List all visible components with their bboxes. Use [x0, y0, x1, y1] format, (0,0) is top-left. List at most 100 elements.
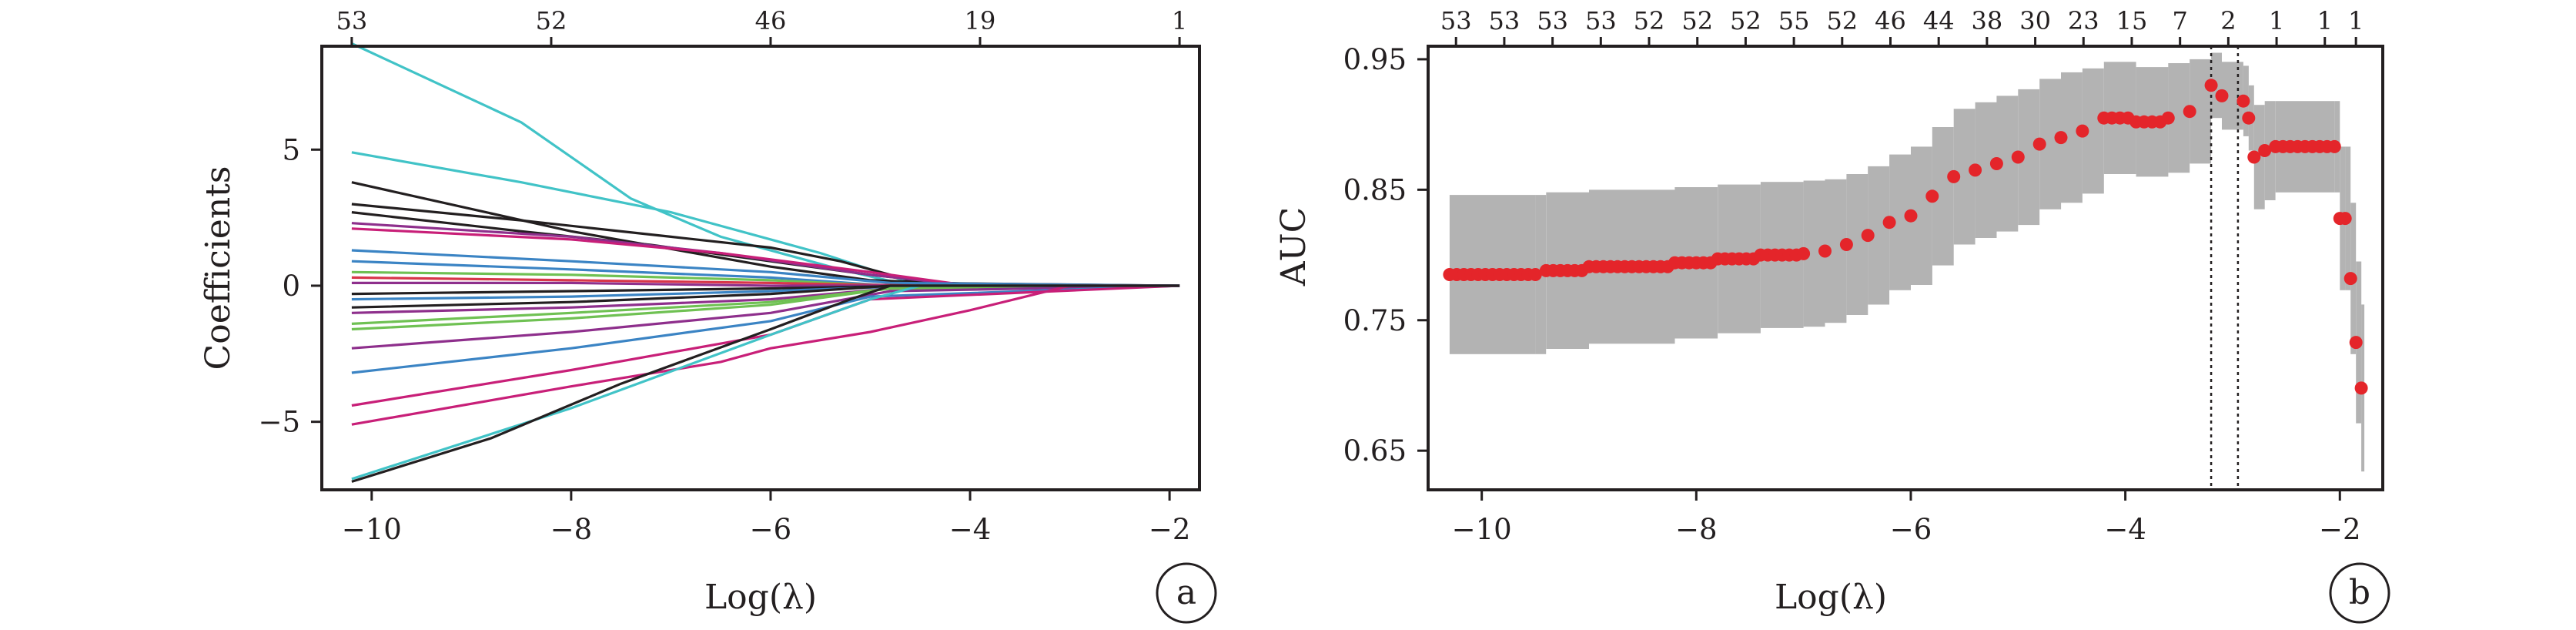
top-tick-label: 46	[1875, 6, 1906, 35]
panel-label-circle	[2329, 562, 2390, 624]
x-axis-ticks: −10 −8 −6 −4 −2	[1452, 490, 2361, 546]
coefficient-path-19	[351, 284, 1180, 350]
auc-point	[2204, 79, 2218, 92]
x-tick-label: −6	[750, 513, 792, 546]
auc-point-group	[1443, 79, 2368, 395]
top-axis-ticks: 53 53 53 53 52 52 52 55 52 46 44 38 30 23 15 7 2 1 1 1	[1440, 6, 2364, 46]
top-tick-label: 38	[1972, 6, 2003, 35]
coefficient-path-group	[351, 42, 1180, 483]
y-tick-label: 0.75	[1343, 304, 1407, 337]
auc-point	[2349, 336, 2363, 350]
top-tick-label: 15	[2116, 6, 2148, 35]
y-axis-ticks: 5 0 −5	[258, 133, 322, 439]
coefficient-path-23	[351, 284, 1180, 481]
x-tick-label: −6	[1890, 513, 1932, 546]
auc-point	[2242, 111, 2256, 125]
auc-point	[1947, 169, 1961, 183]
top-tick-label: 52	[1826, 6, 1858, 35]
auc-point	[2183, 105, 2196, 119]
top-tick-label: 1	[2317, 6, 2333, 35]
x-tick-label: −8	[1675, 513, 1718, 546]
auc-point	[1861, 229, 1875, 243]
y-tick-label: 0.85	[1343, 173, 1407, 206]
auc-point	[1969, 163, 1982, 177]
x-tick-label: −2	[2319, 513, 2361, 546]
x-tick-label: −4	[2104, 513, 2146, 546]
auc-point	[2215, 89, 2229, 102]
auc-point	[2011, 150, 2025, 164]
auc-point	[2161, 111, 2175, 125]
top-tick-label: 52	[1634, 6, 1665, 35]
coefficient-path-24	[351, 284, 1180, 483]
top-axis-ticks: 53 52 46 19 1	[336, 6, 1187, 46]
auc-panel: −10 −8 −6 −4 −2 0.95 0.85 0.75 0.65 53 53 53 53 52 5…	[1274, 6, 2390, 624]
top-tick-label: 46	[755, 6, 787, 35]
auc-point	[2354, 381, 2368, 395]
panel-label: a	[1176, 573, 1196, 612]
auc-point	[2258, 144, 2272, 157]
auc-point	[2032, 137, 2046, 151]
top-tick-label: 7	[2172, 6, 2187, 35]
x-axis-title: Log(λ)	[704, 578, 817, 617]
top-tick-label: 52	[1730, 6, 1761, 35]
auc-point	[1882, 216, 1896, 230]
x-tick-label: −4	[949, 513, 992, 546]
top-tick-label: 55	[1778, 6, 1810, 35]
x-tick-label: −10	[1452, 513, 1512, 546]
x-tick-label: −10	[342, 513, 402, 546]
auc-point	[2076, 124, 2089, 138]
auc-point	[1528, 268, 1542, 281]
optimal-lambda-lines	[2210, 46, 2240, 490]
y-axis-title: AUC	[1274, 207, 1313, 287]
coefficients-panel: −10 −8 −6 −4 −2 5 0 −5 53 52 46 19 1 Log(λ) Coeffi…	[199, 6, 1217, 624]
coefficient-path-8	[351, 249, 1180, 287]
auc-point	[2054, 131, 2068, 145]
coefficient-path-18	[351, 284, 1180, 331]
y-tick-label: −5	[258, 406, 300, 439]
plot-frame	[1427, 45, 2384, 491]
x-axis-title: Log(λ)	[1775, 578, 1887, 617]
auc-point	[2343, 272, 2357, 286]
top-tick-label: 53	[336, 6, 368, 35]
top-tick-label: 23	[2068, 6, 2099, 35]
top-tick-label: 53	[1537, 6, 1568, 35]
panel-label-circle	[1156, 562, 1217, 624]
panel-label: b	[2349, 573, 2370, 612]
top-tick-label: 53	[1489, 6, 1521, 35]
auc-point	[1989, 157, 2003, 170]
plot-frame	[320, 45, 1201, 491]
y-axis-title: Coefficients	[199, 166, 238, 370]
auc-point	[1797, 246, 1811, 260]
y-tick-label: 0	[282, 270, 300, 303]
x-axis-ticks: −10 −8 −6 −4 −2	[342, 490, 1191, 546]
y-tick-label: 0.95	[1343, 43, 1407, 76]
top-tick-label: 1	[2348, 6, 2364, 35]
y-axis-ticks: 0.95 0.85 0.75 0.65	[1343, 43, 1428, 467]
top-tick-label: 52	[536, 6, 567, 35]
auc-point	[1839, 238, 1853, 251]
auc-point	[1925, 189, 1939, 203]
top-tick-label: 2	[2220, 6, 2236, 35]
top-tick-label: 52	[1681, 6, 1713, 35]
top-tick-label: 53	[1585, 6, 1617, 35]
y-tick-label: 0.65	[1343, 434, 1407, 467]
coefficient-path-1	[351, 42, 1180, 287]
top-tick-label: 30	[2019, 6, 2051, 35]
coefficient-path-20	[351, 284, 1180, 374]
auc-point	[2247, 150, 2261, 164]
top-tick-label: 1	[1172, 6, 1187, 35]
coefficient-path-22	[351, 284, 1180, 426]
x-tick-label: −8	[550, 513, 593, 546]
x-tick-label: −2	[1149, 513, 1191, 546]
top-tick-label: 53	[1440, 6, 1472, 35]
y-tick-label: 5	[282, 133, 300, 166]
top-tick-label: 44	[1923, 6, 1955, 35]
auc-point	[2338, 212, 2352, 226]
top-tick-label: 1	[2269, 6, 2284, 35]
auc-point	[1818, 244, 1832, 258]
auc-point	[2236, 94, 2250, 108]
auc-point	[1904, 209, 1918, 223]
auc-point	[2327, 139, 2341, 153]
top-tick-label: 19	[965, 6, 996, 35]
